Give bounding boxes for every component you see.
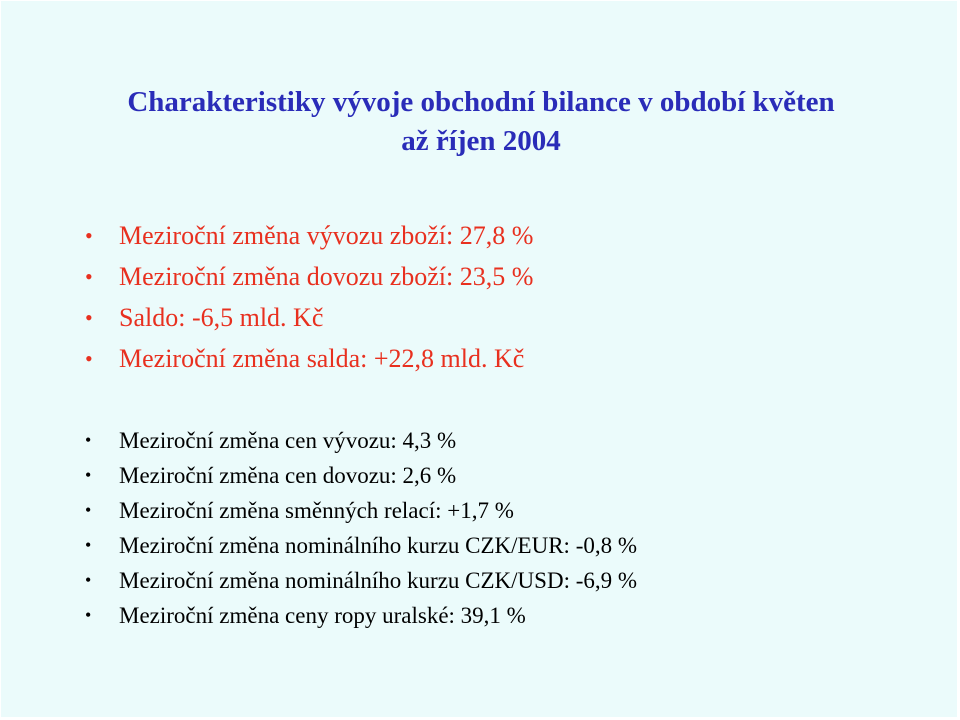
list-item-text: Meziroční změna vývozu zboží: 27,8 %	[119, 221, 534, 250]
list-item: • Meziroční změna nominálního kurzu CZK/E…	[85, 528, 637, 563]
list-item-text: Meziroční změna cen vývozu: 4,3 %	[119, 428, 457, 453]
list-item: • Meziroční změna směnných relací: +1,7 %	[85, 493, 637, 528]
bullet-icon: •	[85, 305, 93, 330]
list-item: • Meziroční změna nominálního kurzu CZK/U…	[85, 563, 637, 598]
list-item-text: Meziroční změna dovozu zboží: 23,5 %	[119, 262, 534, 291]
bullet-icon: •	[85, 465, 92, 485]
slide-title-line-1: Charakteristiky vývoje obchodní bilance …	[127, 86, 835, 118]
bullet-icon: •	[85, 570, 92, 590]
list-item-text: Saldo: -6,5 mld. Kč	[119, 303, 324, 332]
bullet-icon: •	[85, 535, 92, 555]
list-item: • Meziroční změna vývozu zboží: 27,8 %	[85, 215, 533, 256]
list-item-text: Meziroční změna směnných relací: +1,7 %	[119, 498, 514, 523]
bullet-icon: •	[85, 500, 92, 520]
list-item: • Meziroční změna salda: +22,8 mld. Kč	[85, 338, 533, 379]
list-item-text: Meziroční změna cen dovozu: 2,6 %	[119, 463, 457, 488]
primary-bullet-list: • Meziroční změna vývozu zboží: 27,8 % • M…	[85, 215, 533, 379]
slide-title: Charakteristiky vývoje obchodní bilance …	[41, 83, 921, 161]
secondary-bullet-list: • Meziroční změna cen vývozu: 4,3 % • Mezi…	[85, 423, 637, 633]
list-item-text: Meziroční změna ceny ropy uralské: 39,1 …	[119, 603, 526, 628]
bullet-icon: •	[85, 223, 93, 248]
list-item: • Meziroční změna cen dovozu: 2,6 %	[85, 458, 637, 493]
list-item: • Meziroční změna cen vývozu: 4,3 %	[85, 423, 637, 458]
slide-title-line-2: až říjen 2004	[401, 125, 561, 157]
list-item-text: Meziroční změna nominálního kurzu CZK/US…	[119, 568, 638, 593]
bullet-icon: •	[85, 346, 93, 371]
bullet-icon: •	[85, 605, 92, 625]
list-item: • Saldo: -6,5 mld. Kč	[85, 297, 533, 338]
list-item: • Meziroční změna ceny ropy uralské: 39,1…	[85, 598, 637, 633]
bullet-icon: •	[85, 264, 93, 289]
bullet-icon: •	[85, 430, 92, 450]
list-item: • Meziroční změna dovozu zboží: 23,5 %	[85, 256, 533, 297]
list-item-text: Meziroční změna nominálního kurzu CZK/EU…	[119, 533, 638, 558]
list-item-text: Meziroční změna salda: +22,8 mld. Kč	[119, 344, 525, 373]
